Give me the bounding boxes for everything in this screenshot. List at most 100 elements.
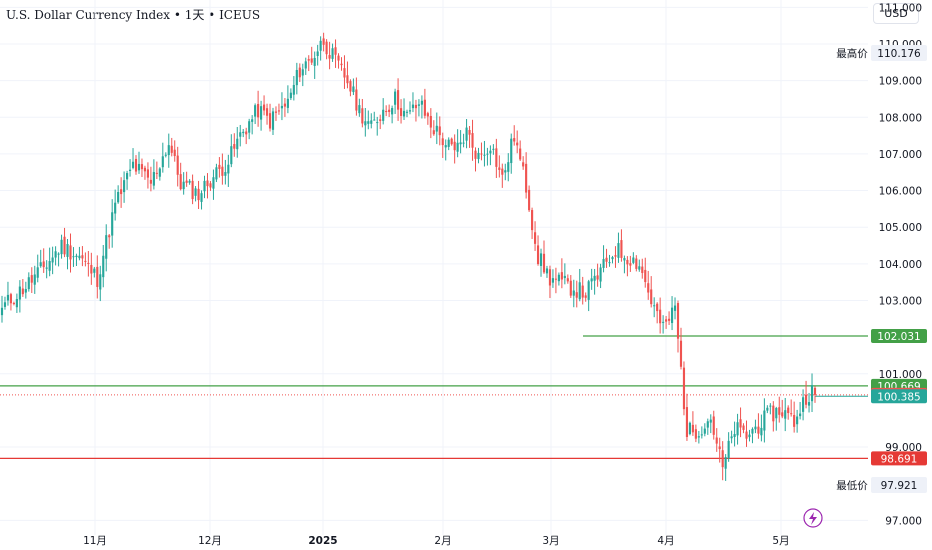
candle [492, 144, 495, 155]
candle-body [605, 257, 608, 262]
candle-body [513, 138, 516, 142]
candle-body [325, 41, 328, 55]
candle-body [611, 257, 614, 260]
candle [304, 57, 307, 75]
candle-body [706, 421, 709, 428]
candle [531, 207, 534, 239]
candle-body [802, 397, 805, 412]
candle [626, 256, 629, 277]
candle [12, 301, 15, 306]
currency-button[interactable]: USD [873, 3, 919, 24]
candle [772, 401, 775, 432]
candle-body [120, 189, 123, 195]
candle [528, 185, 531, 212]
candle [373, 111, 376, 121]
candle [370, 113, 373, 129]
candle [435, 112, 438, 145]
candle [507, 153, 510, 182]
candle [18, 280, 21, 313]
candle-body [423, 99, 426, 116]
candle [3, 296, 7, 310]
candle-body [435, 125, 438, 132]
candle [236, 126, 239, 158]
candle [331, 43, 334, 62]
level-marker-box [871, 451, 927, 466]
candle [641, 258, 644, 279]
candle-body [668, 318, 671, 321]
candle [143, 165, 147, 180]
candle [453, 134, 456, 164]
candle [498, 155, 501, 178]
high-label-title: 最高价 [836, 47, 868, 60]
candle-body [626, 259, 629, 265]
candle-body [760, 427, 763, 436]
candle [81, 246, 84, 267]
candle [108, 234, 111, 249]
candle [548, 265, 552, 299]
candle [778, 396, 781, 423]
candle [126, 170, 129, 190]
candle [185, 171, 188, 187]
grid-lines [0, 0, 868, 535]
candle [784, 397, 787, 432]
candle [754, 419, 757, 434]
candle-body [465, 127, 468, 141]
candle [394, 88, 397, 114]
candle [510, 133, 513, 174]
candle-body [563, 275, 566, 279]
candle [60, 234, 63, 259]
candle [751, 427, 754, 444]
candle-body [206, 180, 209, 187]
candle [635, 255, 638, 272]
candle-body [447, 139, 450, 147]
candle [146, 162, 149, 189]
y-tick-label: 105.000 [879, 222, 922, 234]
candle [709, 414, 712, 434]
candle [685, 393, 689, 441]
candle [280, 92, 284, 121]
y-tick-label: 111.000 [879, 2, 922, 14]
x-axis-ticks: 11月 12月 2025 2月 3月 4月 5月 [83, 535, 790, 547]
candle-body [480, 153, 483, 155]
candle [694, 424, 697, 443]
candle [650, 276, 653, 308]
candle [292, 76, 295, 101]
candle [251, 115, 254, 135]
prev-price-marker: 100.385 [871, 389, 927, 404]
candle-body [84, 260, 87, 262]
candle [224, 159, 227, 185]
candle-body [33, 274, 36, 285]
candle-body [230, 146, 233, 165]
candle-body [209, 183, 212, 188]
candle [376, 116, 379, 136]
candle [766, 405, 769, 414]
candle [581, 276, 584, 305]
candle [367, 110, 370, 130]
candle-body [45, 267, 48, 269]
candle [775, 406, 778, 431]
candle [212, 169, 215, 200]
candle [283, 98, 286, 117]
candle-body [301, 69, 304, 76]
candle-body [292, 84, 295, 95]
candle-body [69, 245, 72, 260]
candle-body [274, 111, 278, 113]
candle [215, 163, 218, 183]
candle [402, 98, 406, 121]
candle [539, 248, 543, 277]
candle [399, 99, 403, 124]
candle-body [319, 40, 322, 51]
candle-body [402, 110, 406, 117]
candle [712, 410, 715, 440]
candle-body [608, 262, 611, 264]
candle-body [507, 162, 510, 172]
candle-body [21, 288, 24, 295]
candle [447, 137, 450, 151]
candle [760, 414, 763, 442]
candle-body [721, 450, 724, 468]
candle-body [694, 429, 697, 439]
candle [653, 297, 656, 318]
candle-body [620, 240, 623, 258]
candle-body [763, 410, 766, 431]
candle-body [170, 145, 173, 153]
